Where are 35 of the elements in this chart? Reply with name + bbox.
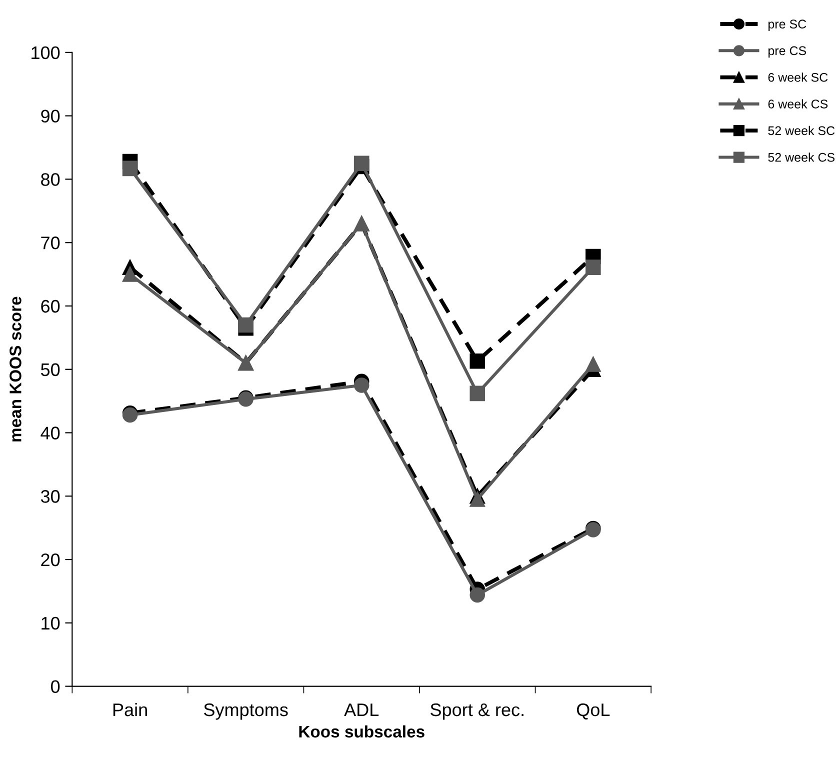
point [122, 160, 138, 176]
x-tick-label: QoL [576, 703, 610, 720]
legend-label: 6 week CS [768, 99, 828, 108]
point [470, 386, 486, 402]
y-tick-label: 0 [51, 680, 60, 693]
y-tick-label: 10 [42, 616, 60, 630]
legend-label: 6 week SC [768, 72, 828, 82]
x-axis-title: Koos subscales [299, 725, 424, 738]
point [470, 353, 486, 369]
y-tick-label: 100 [32, 46, 60, 60]
y-tick-label: 70 [41, 236, 60, 250]
legend-label: pre SC [768, 20, 806, 31]
x-tick-label: Pain [113, 702, 147, 716]
legend-label: pre CS [768, 46, 806, 58]
y-tick-label: 80 [41, 173, 60, 186]
point [470, 492, 486, 507]
point [354, 378, 370, 393]
y-tick-label: 40 [40, 426, 60, 440]
x-tick-label: Sport & rec. [430, 703, 524, 720]
legend-label: 52 week CS [768, 152, 835, 162]
point [122, 266, 138, 282]
point [586, 260, 601, 275]
point [238, 317, 254, 333]
x-tick-label: Symptoms [204, 703, 288, 720]
y-tick-label: 90 [41, 110, 60, 123]
y-tick-label: 20 [41, 553, 60, 566]
point [586, 356, 601, 372]
point [470, 587, 486, 603]
y-tick-label: 50 [40, 363, 60, 376]
legend-label: 52 week SC [768, 126, 835, 136]
y-tick-label: 30 [40, 490, 60, 503]
point [354, 156, 370, 171]
x-tick-label: ADL [344, 704, 379, 716]
y-tick-label: 60 [41, 300, 60, 313]
y-axis-title: mean KOOS score [10, 296, 22, 442]
